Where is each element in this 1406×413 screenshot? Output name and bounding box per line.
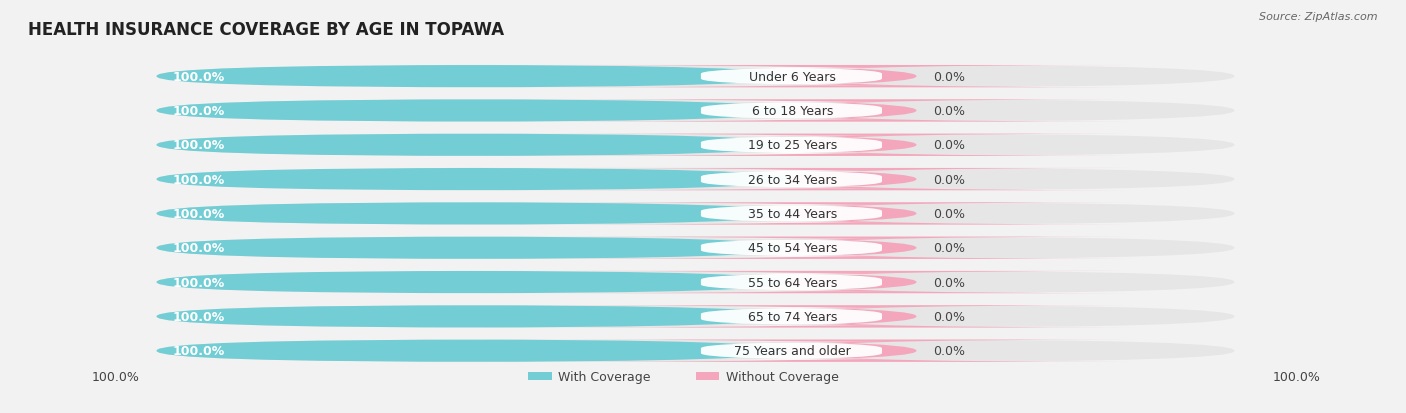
FancyBboxPatch shape (156, 237, 787, 259)
Text: 45 to 54 Years: 45 to 54 Years (748, 242, 837, 255)
Text: 55 to 64 Years: 55 to 64 Years (748, 276, 837, 289)
Text: 100.0%: 100.0% (173, 242, 225, 255)
FancyBboxPatch shape (156, 340, 1234, 362)
FancyBboxPatch shape (675, 273, 908, 292)
FancyBboxPatch shape (156, 169, 787, 191)
Text: Source: ZipAtlas.com: Source: ZipAtlas.com (1260, 12, 1378, 22)
FancyBboxPatch shape (156, 169, 1234, 191)
FancyBboxPatch shape (156, 271, 787, 294)
Text: 100.0%: 100.0% (173, 71, 225, 83)
Text: HEALTH INSURANCE COVERAGE BY AGE IN TOPAWA: HEALTH INSURANCE COVERAGE BY AGE IN TOPA… (28, 21, 505, 38)
Text: Without Coverage: Without Coverage (725, 370, 838, 383)
Text: 100.0%: 100.0% (173, 344, 225, 357)
FancyBboxPatch shape (156, 100, 1234, 122)
Text: 100.0%: 100.0% (1272, 370, 1320, 383)
FancyBboxPatch shape (156, 203, 787, 225)
Text: 0.0%: 0.0% (932, 310, 965, 323)
Text: 100.0%: 100.0% (173, 139, 225, 152)
FancyBboxPatch shape (571, 203, 1132, 225)
FancyBboxPatch shape (156, 66, 787, 88)
Text: 0.0%: 0.0% (932, 71, 965, 83)
Text: 100.0%: 100.0% (173, 207, 225, 221)
FancyBboxPatch shape (529, 372, 553, 381)
FancyBboxPatch shape (571, 66, 1132, 88)
Text: Under 6 Years: Under 6 Years (749, 71, 837, 83)
FancyBboxPatch shape (571, 169, 1132, 191)
FancyBboxPatch shape (675, 308, 908, 326)
FancyBboxPatch shape (675, 68, 908, 86)
FancyBboxPatch shape (571, 237, 1132, 259)
Text: 0.0%: 0.0% (932, 276, 965, 289)
FancyBboxPatch shape (156, 271, 1234, 294)
FancyBboxPatch shape (571, 100, 1132, 122)
Text: 0.0%: 0.0% (932, 344, 965, 357)
Text: 100.0%: 100.0% (173, 310, 225, 323)
Text: 75 Years and older: 75 Years and older (734, 344, 851, 357)
FancyBboxPatch shape (675, 342, 908, 360)
FancyBboxPatch shape (156, 100, 787, 122)
Text: 0.0%: 0.0% (932, 207, 965, 221)
Text: 100.0%: 100.0% (91, 370, 139, 383)
Text: 100.0%: 100.0% (173, 105, 225, 118)
FancyBboxPatch shape (675, 136, 908, 154)
FancyBboxPatch shape (156, 66, 1234, 88)
FancyBboxPatch shape (156, 306, 787, 328)
FancyBboxPatch shape (156, 134, 1234, 157)
FancyBboxPatch shape (675, 205, 908, 223)
FancyBboxPatch shape (571, 340, 1132, 362)
FancyBboxPatch shape (675, 171, 908, 189)
Text: 100.0%: 100.0% (173, 276, 225, 289)
FancyBboxPatch shape (156, 340, 787, 362)
Text: 0.0%: 0.0% (932, 242, 965, 255)
FancyBboxPatch shape (571, 306, 1132, 328)
FancyBboxPatch shape (156, 203, 1234, 225)
FancyBboxPatch shape (156, 306, 1234, 328)
Text: 100.0%: 100.0% (173, 173, 225, 186)
FancyBboxPatch shape (675, 239, 908, 257)
Text: 0.0%: 0.0% (932, 105, 965, 118)
FancyBboxPatch shape (156, 237, 1234, 259)
Text: 6 to 18 Years: 6 to 18 Years (752, 105, 834, 118)
FancyBboxPatch shape (571, 134, 1132, 157)
Text: With Coverage: With Coverage (558, 370, 650, 383)
FancyBboxPatch shape (696, 372, 720, 381)
Text: 35 to 44 Years: 35 to 44 Years (748, 207, 837, 221)
Text: 0.0%: 0.0% (932, 139, 965, 152)
FancyBboxPatch shape (156, 134, 787, 157)
Text: 0.0%: 0.0% (932, 173, 965, 186)
Text: 19 to 25 Years: 19 to 25 Years (748, 139, 837, 152)
FancyBboxPatch shape (675, 102, 908, 120)
Text: 65 to 74 Years: 65 to 74 Years (748, 310, 837, 323)
Text: 26 to 34 Years: 26 to 34 Years (748, 173, 837, 186)
FancyBboxPatch shape (571, 271, 1132, 294)
